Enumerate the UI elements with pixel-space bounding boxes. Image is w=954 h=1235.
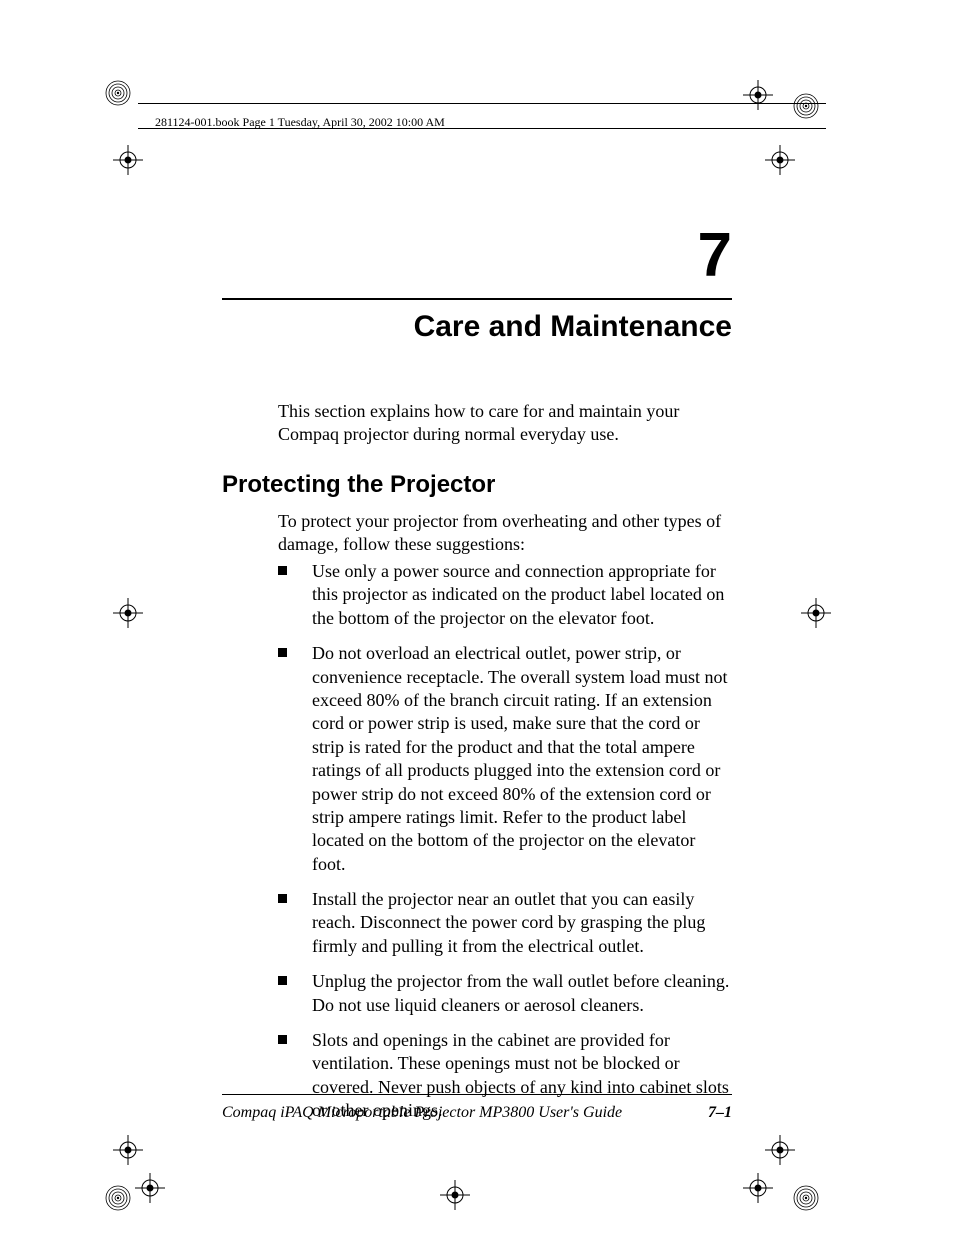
section-heading: Protecting the Projector: [222, 471, 495, 499]
regmark-cross-icon: [113, 145, 143, 175]
list-item: Unplug the projector from the wall outle…: [278, 970, 732, 1017]
header-top-rule: [138, 103, 826, 104]
chapter-rule: [222, 298, 732, 300]
regmark-spiral-icon: [793, 93, 819, 119]
square-bullet-icon: [278, 566, 287, 575]
regmark-cross-icon: [113, 1135, 143, 1165]
square-bullet-icon: [278, 894, 287, 903]
list-item: Do not overload an electrical outlet, po…: [278, 642, 732, 876]
square-bullet-icon: [278, 648, 287, 657]
bullet-list: Use only a power source and connection a…: [278, 560, 732, 1135]
footer-guide-title: Compaq iPAQ Microportable Projector MP38…: [222, 1104, 622, 1122]
regmark-cross-icon: [765, 1135, 795, 1165]
regmark-spiral-icon: [105, 1185, 131, 1211]
list-item: Install the projector near an outlet tha…: [278, 888, 732, 958]
regmark-cross-icon: [765, 145, 795, 175]
regmark-cross-icon: [743, 80, 773, 110]
footer-rule: [222, 1094, 732, 1095]
regmark-cross-icon: [440, 1180, 470, 1210]
regmark-cross-icon: [801, 598, 831, 628]
regmark-spiral-icon: [105, 80, 131, 106]
regmark-cross-icon: [135, 1173, 165, 1203]
chapter-number: 7: [698, 220, 732, 291]
section-intro-paragraph: To protect your projector from overheati…: [278, 510, 732, 557]
list-item-text: Use only a power source and connection a…: [312, 561, 724, 628]
intro-paragraph: This section explains how to care for an…: [278, 400, 732, 447]
document-page: 281124-001.book Page 1 Tuesday, April 30…: [0, 0, 954, 1235]
list-item-text: Install the projector near an outlet tha…: [312, 889, 705, 956]
regmark-spiral-icon: [793, 1185, 819, 1211]
header-bottom-rule: [138, 128, 826, 129]
footer-page-number: 7–1: [708, 1104, 732, 1122]
list-item-text: Do not overload an electrical outlet, po…: [312, 643, 728, 874]
regmark-cross-icon: [113, 598, 143, 628]
list-item-text: Unplug the projector from the wall outle…: [312, 971, 729, 1014]
square-bullet-icon: [278, 1035, 287, 1044]
square-bullet-icon: [278, 976, 287, 985]
list-item: Use only a power source and connection a…: [278, 560, 732, 630]
regmark-cross-icon: [743, 1173, 773, 1203]
chapter-title: Care and Maintenance: [414, 310, 732, 344]
